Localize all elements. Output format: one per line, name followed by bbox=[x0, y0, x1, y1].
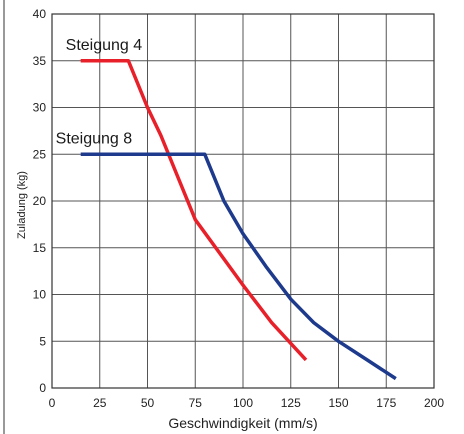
series-lines bbox=[80, 59, 397, 381]
y-tick-label: 30 bbox=[33, 101, 47, 115]
y-tick-label: 35 bbox=[33, 54, 47, 68]
series-labels: Steigung 4 Steigung 8 bbox=[56, 37, 143, 148]
y-axis-title: Zuladung (kg) bbox=[16, 171, 28, 239]
x-tick-label: 75 bbox=[189, 396, 203, 410]
series-label-2: Steigung 8 bbox=[56, 130, 133, 147]
y-tick-label: 25 bbox=[33, 147, 47, 161]
y-tick-label: 15 bbox=[33, 241, 47, 255]
x-tick-label: 50 bbox=[141, 396, 155, 410]
x-tick-label: 175 bbox=[376, 396, 396, 410]
y-tick-labels: 0 5 10 15 20 25 30 35 40 bbox=[33, 7, 47, 395]
grid bbox=[52, 14, 434, 388]
x-tick-label: 100 bbox=[233, 396, 253, 410]
x-tick-labels: 0 25 50 75 100 125 150 175 200 bbox=[49, 396, 445, 410]
y-tick-label: 20 bbox=[33, 194, 47, 208]
x-tick-label: 200 bbox=[424, 396, 444, 410]
x-axis-title: Geschwindigkeit (mm/s) bbox=[168, 415, 317, 431]
series-line-1 bbox=[80, 59, 308, 362]
x-tick-label: 125 bbox=[281, 396, 301, 410]
x-tick-label: 150 bbox=[328, 396, 348, 410]
x-tick-label: 0 bbox=[49, 396, 56, 410]
y-tick-label: 0 bbox=[39, 381, 46, 395]
y-tick-label: 40 bbox=[33, 7, 47, 21]
x-tick-label: 25 bbox=[93, 396, 107, 410]
plot-frame bbox=[51, 13, 435, 389]
series-line-2 bbox=[80, 152, 397, 381]
y-tick-label: 10 bbox=[33, 288, 47, 302]
series-label-1: Steigung 4 bbox=[66, 37, 143, 54]
y-tick-label: 5 bbox=[39, 334, 46, 348]
